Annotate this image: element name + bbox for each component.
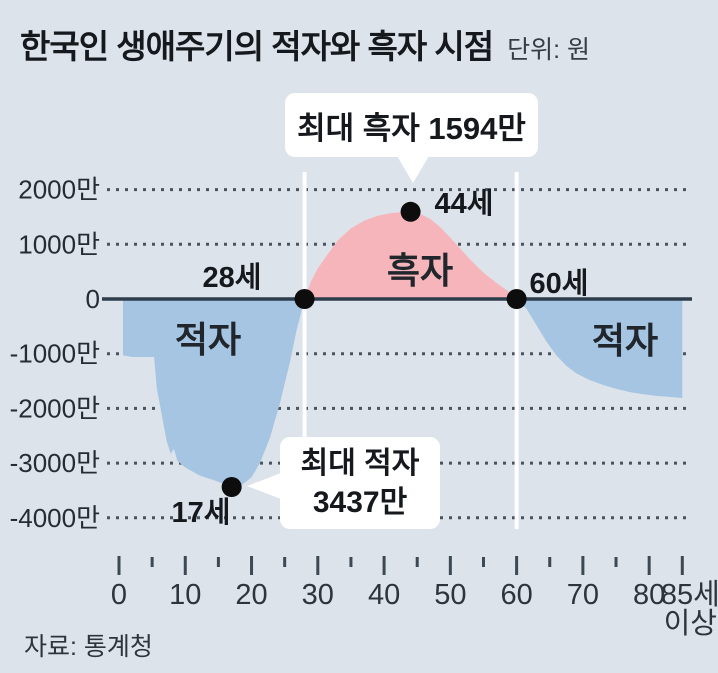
x-tick-label: 80: [633, 579, 665, 611]
x-tick-label: 20: [235, 579, 267, 611]
header: 한국인 생애주기의 적자와 흑자 시점 단위: 원: [20, 20, 590, 68]
y-tick-label: 2000만: [18, 175, 100, 205]
y-tick-label: 0: [86, 284, 100, 314]
data-point-dot: [221, 477, 242, 498]
y-tick-label: -4000만: [10, 503, 100, 533]
age-label-28: 28세: [202, 262, 262, 294]
x-tick-label: 30: [302, 579, 334, 611]
callout-pointer-left: [247, 473, 281, 499]
age-label-60: 60세: [529, 268, 589, 300]
y-tick-label: -2000만: [10, 393, 100, 423]
y-tick-label: 1000만: [18, 229, 100, 259]
x-tick-label: 10: [169, 579, 201, 611]
y-tick-label: -1000만: [10, 339, 100, 369]
x-tick-label: 40: [368, 579, 400, 611]
x-tick-label: 60: [500, 579, 532, 611]
data-point-dot: [400, 201, 421, 222]
data-point-dot: [506, 289, 527, 309]
data-point-dot: [294, 289, 315, 309]
callout-max-deficit-line1: 최대 적자: [300, 447, 420, 480]
x-tick-label: 0: [111, 579, 127, 611]
area-label-deficit-late: 적자: [591, 320, 659, 361]
area-label-deficit-early: 적자: [174, 319, 242, 360]
x-axis-extra-label: 이상: [664, 608, 717, 640]
age-label-44: 44세: [434, 188, 494, 220]
x-tick-label: 70: [567, 579, 599, 611]
unit-label: 단위: 원: [507, 36, 590, 64]
area-surplus: [304, 211, 517, 299]
callout-pointer-down: [397, 156, 429, 183]
page-title: 한국인 생애주기의 적자와 흑자 시점: [20, 28, 494, 65]
area-deficit: [122, 299, 305, 488]
callout-max-surplus: 최대 흑자 1594만: [285, 93, 538, 183]
source-credit: 자료: 통계청: [24, 633, 153, 661]
x-tick-label: 50: [434, 579, 466, 611]
x-tick-label: 85세: [661, 579, 718, 611]
callout-max-deficit: 최대 적자 3437만: [247, 437, 440, 529]
callout-max-surplus-text: 최대 흑자 1594만: [297, 110, 526, 146]
area-deficit: [516, 299, 683, 399]
area-label-surplus: 흑자: [386, 250, 454, 291]
y-tick-label: -3000만: [10, 448, 100, 478]
age-label-17: 17세: [171, 497, 231, 529]
callout-max-deficit-line2: 3437만: [312, 486, 408, 519]
